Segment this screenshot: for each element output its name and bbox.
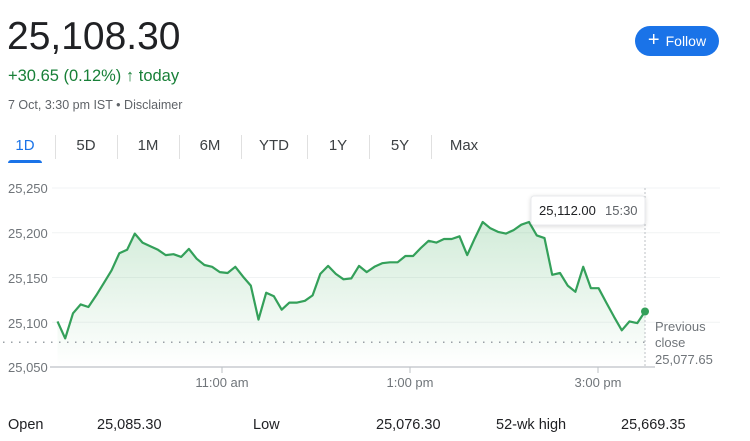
change-suffix: today (138, 67, 180, 85)
timestamp-line: 7 Oct, 3:30 pm IST • Disclaimer (8, 98, 182, 112)
separator: • (116, 98, 121, 112)
x-tick-label: 11:00 am (195, 375, 248, 390)
follow-label: Follow (665, 33, 707, 49)
tab-divider (369, 135, 370, 159)
disclaimer-link[interactable]: Disclaimer (124, 98, 183, 112)
tab-ytd[interactable]: YTD (259, 137, 289, 154)
previous-close-value: 25,077.65 (655, 352, 713, 367)
stat-label-low: Low (253, 417, 280, 433)
tab-max[interactable]: Max (449, 137, 479, 154)
current-price: 25,108.30 (7, 15, 181, 58)
stat-label-52wk-high: 52-wk high (496, 417, 567, 433)
tab-1d[interactable]: 1D (15, 137, 35, 154)
tab-divider (117, 135, 118, 159)
previous-close-label: Previous (655, 319, 706, 334)
tab-1y[interactable]: 1Y (328, 137, 348, 154)
tooltip-value: 25,112.00 (539, 203, 596, 218)
tab-divider (241, 135, 242, 159)
x-tick-label: 3:00 pm (575, 375, 622, 390)
stat-value-low: 25,076.30 (376, 417, 441, 433)
chart-tooltip: 25,112.00 15:30 (530, 195, 646, 226)
active-tab-indicator (8, 160, 42, 163)
tab-5d[interactable]: 5D (76, 137, 96, 154)
tab-5y[interactable]: 5Y (390, 137, 410, 154)
tooltip-time: 15:30 (605, 203, 638, 218)
follow-button[interactable]: + Follow (635, 26, 719, 56)
tab-divider (179, 135, 180, 159)
price-change: +30.65 (0.12%) ↑ today (8, 67, 179, 86)
x-tick-label: 1:00 pm (387, 375, 434, 390)
price-line (56, 220, 646, 340)
tab-6m[interactable]: 6M (199, 137, 221, 154)
tab-1m[interactable]: 1M (137, 137, 159, 154)
y-tick-label: 25,200 (8, 226, 48, 241)
tab-divider (431, 135, 432, 159)
tab-divider (55, 135, 56, 159)
stat-label-open: Open (8, 417, 44, 433)
change-value: +30.65 (0.12%) (8, 67, 122, 85)
price-chart[interactable]: 25,250 25,200 25,150 25,100 25,050 11:00… (0, 0, 750, 400)
tab-divider (307, 135, 308, 159)
stat-value-52wk-high: 25,669.35 (621, 417, 686, 433)
timestamp: 7 Oct, 3:30 pm IST (8, 98, 113, 112)
y-tick-label: 25,050 (8, 360, 48, 375)
arrow-up-icon: ↑ (125, 67, 135, 85)
price-area-fill (57, 222, 645, 367)
y-tick-label: 25,250 (8, 181, 48, 196)
stat-value-open: 25,085.30 (97, 417, 162, 433)
current-point-marker (641, 307, 649, 316)
y-tick-label: 25,100 (8, 316, 48, 331)
tooltip-box (530, 195, 646, 226)
plus-icon: + (647, 29, 660, 51)
y-tick-label: 25,150 (8, 271, 48, 286)
previous-close-label: close (655, 335, 685, 350)
